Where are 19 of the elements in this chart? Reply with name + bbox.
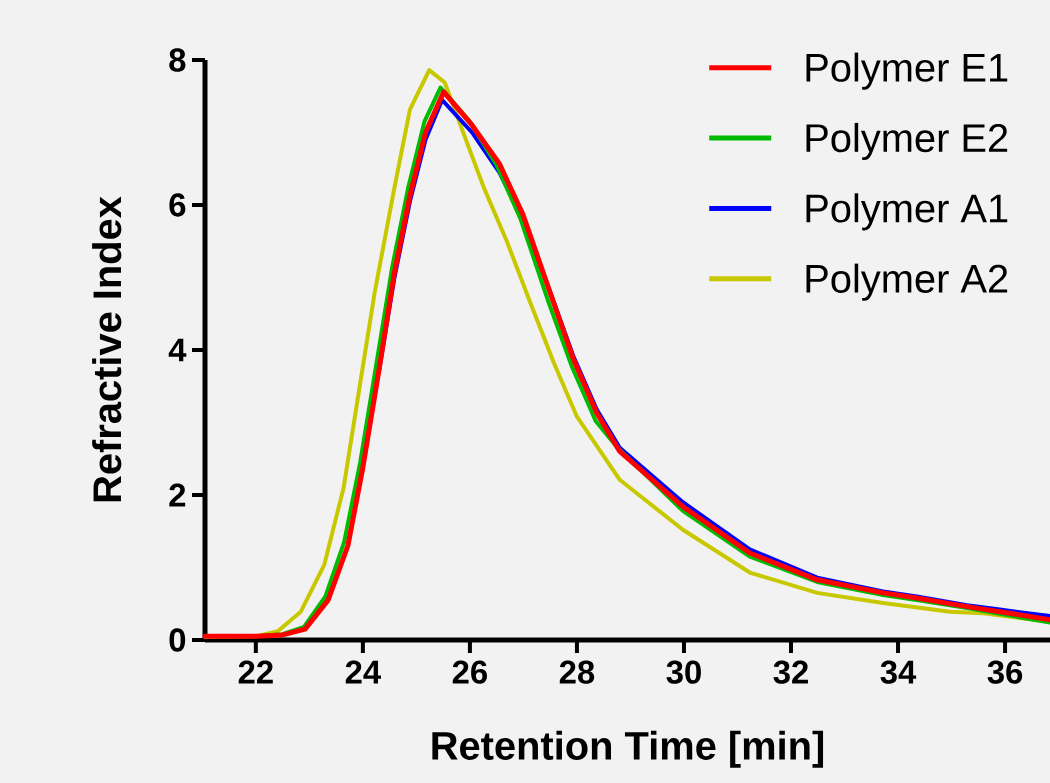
x-tick-label: 32 xyxy=(773,660,808,684)
x-tick-label: 28 xyxy=(559,660,595,684)
legend-label: Polymer E1 xyxy=(806,52,1008,90)
y-tick-label: 8 xyxy=(169,48,186,72)
x-axis-title: Retention Time [min] xyxy=(432,730,824,768)
x-tick-label: 22 xyxy=(238,660,273,684)
y-axis-title: Refractive Index xyxy=(92,196,122,502)
y-tick-label: 0 xyxy=(169,628,186,652)
x-tick-label: 34 xyxy=(880,660,917,684)
y-tick-label: 4 xyxy=(168,338,187,362)
x-tick-label: 36 xyxy=(987,660,1023,684)
x-tick-label: 30 xyxy=(666,660,701,684)
legend-label: Polymer A1 xyxy=(806,193,1008,231)
x-tick-label: 26 xyxy=(452,660,487,684)
x-tick-label: 24 xyxy=(345,660,381,684)
y-tick-label: 2 xyxy=(169,483,186,507)
legend-label: Polymer E2 xyxy=(806,122,1008,161)
y-tick-label: 6 xyxy=(169,193,186,217)
legend-label: Polymer A2 xyxy=(806,263,1008,301)
